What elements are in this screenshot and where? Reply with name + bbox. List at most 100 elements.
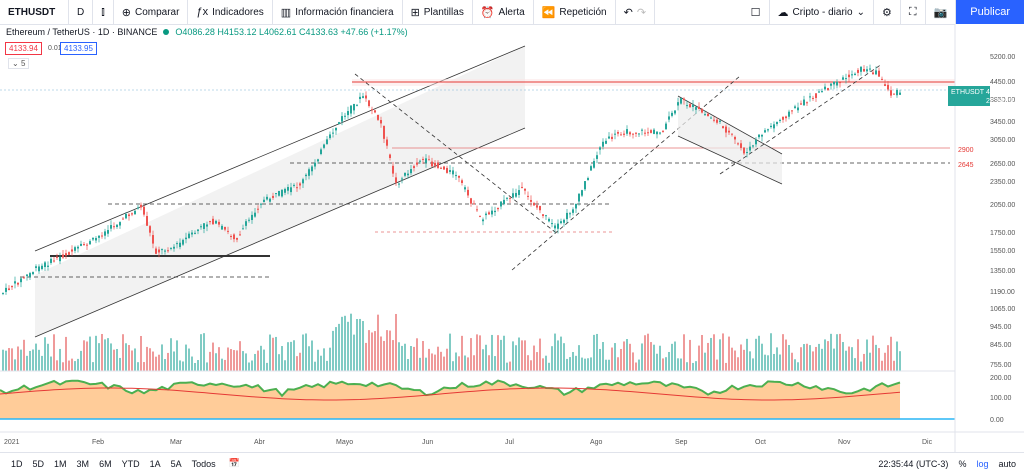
replay-button[interactable]: ⏪ Repetición [534, 0, 616, 24]
interval-button[interactable]: D [69, 0, 94, 24]
candle-body [863, 68, 865, 72]
volume-bar [71, 358, 73, 371]
candle-body [866, 69, 868, 72]
range-5a[interactable]: 5A [170, 458, 182, 469]
channel-lower-2[interactable] [677, 135, 783, 185]
goto-date-icon[interactable]: 📅 [228, 458, 240, 468]
volume-bar [851, 347, 853, 371]
candle-body [725, 126, 727, 133]
range-todos[interactable]: Todos [191, 458, 216, 469]
volume-bar [329, 347, 331, 371]
compare-button[interactable]: ⊕ Comparar [114, 0, 189, 24]
range-3m[interactable]: 3M [76, 458, 90, 469]
candle-body [614, 133, 616, 135]
candle-body [749, 146, 751, 151]
channel-lower-1[interactable] [34, 127, 526, 338]
candle-body [833, 81, 835, 85]
volume-bar [296, 356, 298, 371]
square-icon: ☐ [750, 6, 761, 19]
volume-bar [899, 351, 901, 371]
channel-upper-2[interactable] [677, 95, 783, 155]
price-tick: 4450.00 [990, 79, 1015, 86]
volume-bar [527, 355, 529, 371]
fullscreen-button[interactable]: ⛶ [901, 0, 926, 24]
range-6m[interactable]: 6M [99, 458, 112, 469]
volume-bar [563, 343, 565, 371]
snapshot-button[interactable]: 📷 [926, 0, 957, 24]
time-tick: Ago [590, 439, 603, 446]
percent-toggle[interactable]: % [958, 458, 967, 469]
range-1a[interactable]: 1A [149, 458, 161, 469]
auto-toggle[interactable]: auto [998, 458, 1016, 469]
settings-button[interactable]: ⚙ [874, 0, 901, 24]
price-tick: 1550.00 [990, 248, 1015, 255]
financials-label: Información financiera [295, 6, 394, 18]
volume-bar [419, 357, 421, 371]
candle-body [80, 243, 82, 246]
candle-body [527, 195, 529, 197]
volume-bar [722, 333, 724, 371]
financials-button[interactable]: ▥ Información financiera [273, 0, 403, 24]
log-toggle[interactable]: log [976, 458, 989, 469]
templates-label: Plantillas [423, 6, 464, 18]
buy-price-box[interactable]: 4133.95 [60, 42, 97, 55]
candle-body [518, 190, 520, 195]
candle-body [356, 104, 358, 106]
volume-bar [128, 345, 130, 371]
financials-icon: ▥ [280, 6, 292, 19]
volume-bar [422, 340, 424, 371]
chart-area[interactable]: 5200.004450.003850.003450.003050.002650.… [0, 24, 1024, 452]
candle-body [107, 230, 109, 234]
candle-body [887, 84, 889, 90]
volume-bar [140, 335, 142, 371]
undo-redo[interactable]: ↶ ↷ [616, 0, 656, 24]
price-axis[interactable]: 5200.00 4450.00 3850.00 3450.00 3050.00 2650.… [990, 54, 1015, 369]
time-axis[interactable]: 2021 Feb Mar Abr Mayo Jun Jul Ago Sep Oct Nov Dic [4, 439, 933, 446]
sell-price-box[interactable]: 4133.94 [5, 42, 42, 55]
select-tool[interactable]: ☐ [743, 0, 770, 24]
volume-bar [590, 357, 592, 371]
time-tick: Sep [675, 439, 688, 446]
volume-bar [44, 337, 46, 371]
candle-body [479, 215, 481, 217]
publish-button[interactable]: Publicar [956, 0, 1024, 24]
candle-body [287, 187, 289, 191]
candle-body [50, 258, 52, 263]
candle-body [140, 204, 142, 208]
candle-body [584, 181, 586, 190]
layout-button[interactable]: ☁ Cripto - diario ⌄ [770, 0, 874, 24]
volume-bar [578, 345, 580, 371]
range-1m[interactable]: 1M [54, 458, 67, 469]
plus-circle-icon: ⊕ [121, 6, 131, 19]
alert-button[interactable]: ⏰ Alerta [473, 0, 534, 24]
volume-bar [521, 340, 523, 371]
range-ytd[interactable]: YTD [121, 458, 140, 469]
chart-type-button[interactable]: ⫾ [93, 0, 114, 24]
osc-axis[interactable]: 200.00 100.00 0.00 [990, 375, 1012, 424]
candle-body [245, 221, 247, 226]
candle-body [305, 174, 307, 177]
volume-bar [464, 355, 466, 371]
range-1d[interactable]: 1D [11, 458, 23, 469]
range-5d[interactable]: 5D [32, 458, 45, 469]
volume-bar [290, 341, 292, 371]
volume-bar [644, 335, 646, 371]
templates-button[interactable]: ⊞ Plantillas [403, 0, 473, 24]
candle-body [542, 214, 544, 216]
symbol-search[interactable]: ETHUSDT [0, 0, 69, 24]
trend-down-line[interactable] [354, 73, 556, 233]
volume-bar [593, 334, 595, 371]
volume-bar [797, 362, 799, 371]
clock-label[interactable]: 22:35:44 (UTC-3) [878, 458, 949, 469]
candle-body [101, 235, 103, 237]
candle-body [116, 224, 118, 228]
indicators-button[interactable]: ƒx Indicadores [188, 0, 273, 24]
trend-up-line-2[interactable] [719, 63, 883, 175]
trend-up-line[interactable] [511, 75, 741, 271]
volume-bar [122, 334, 124, 371]
undo-icon[interactable]: ↶ [623, 6, 633, 19]
candle-body [446, 167, 448, 173]
collapse-toggle[interactable]: ⌄ 5 [8, 58, 30, 69]
redo-icon[interactable]: ↷ [636, 6, 647, 19]
volume-bar [734, 350, 736, 371]
